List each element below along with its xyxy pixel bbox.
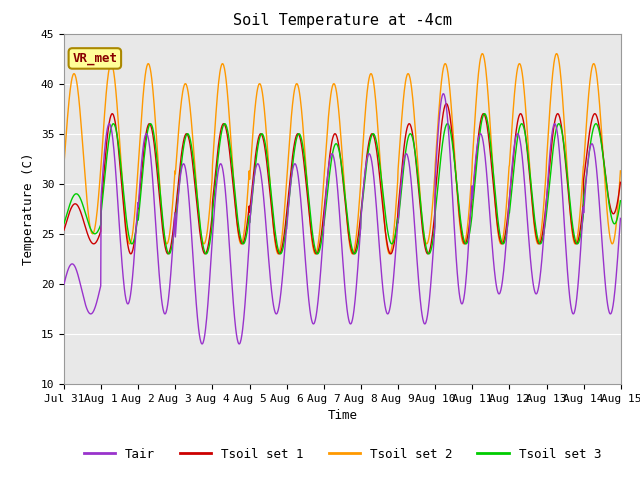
Y-axis label: Temperature (C): Temperature (C) — [22, 153, 35, 265]
Title: Soil Temperature at -4cm: Soil Temperature at -4cm — [233, 13, 452, 28]
X-axis label: Time: Time — [328, 409, 357, 422]
Legend: Tair, Tsoil set 1, Tsoil set 2, Tsoil set 3: Tair, Tsoil set 1, Tsoil set 2, Tsoil se… — [79, 443, 606, 466]
Text: VR_met: VR_met — [72, 52, 117, 65]
